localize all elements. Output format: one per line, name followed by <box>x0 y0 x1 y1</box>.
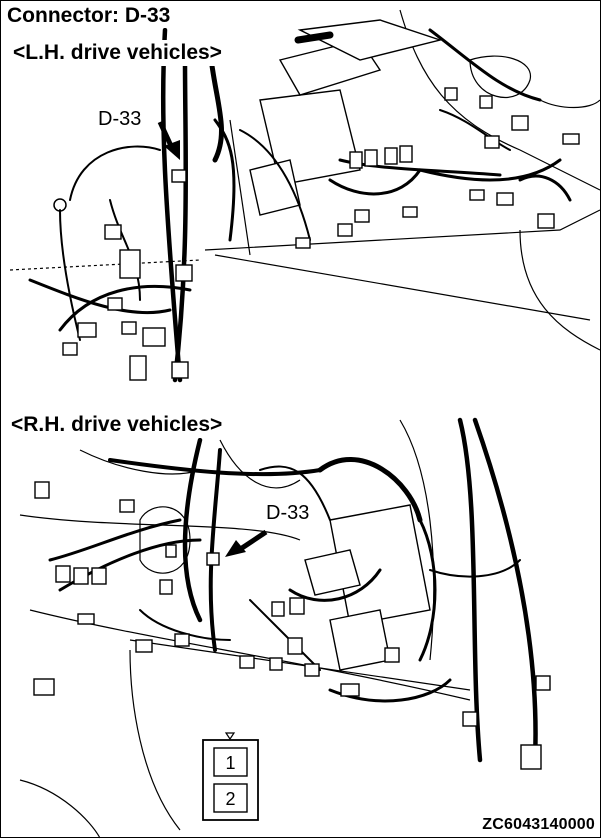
figure-code: ZC6043140000 <box>482 816 595 833</box>
lh-section-title: <L.H. drive vehicles> <box>10 40 225 66</box>
connector-face-diagram: 1 2 <box>202 732 259 821</box>
rh-relay-box <box>304 504 431 671</box>
connector-pin-cell-1 <box>213 747 248 777</box>
lh-connectors <box>62 87 580 381</box>
lh-ground-terminal <box>53 198 67 212</box>
connector-pin-2-label: 2 <box>225 789 235 809</box>
lh-connector-callout-label: D-33 <box>96 108 144 130</box>
lh-callout-arrow <box>157 120 180 160</box>
page-title: Connector: D-33 <box>4 4 174 28</box>
rh-connector-callout-label: D-33 <box>264 502 312 524</box>
rh-connectors <box>33 481 551 770</box>
connector-pin-cell-2 <box>213 783 248 813</box>
connector-pin-1-label: 1 <box>225 753 235 773</box>
rh-section-title: <R.H. drive vehicles> <box>8 412 226 438</box>
connector-key-marker <box>224 732 236 741</box>
rh-callout-arrow <box>225 529 268 557</box>
